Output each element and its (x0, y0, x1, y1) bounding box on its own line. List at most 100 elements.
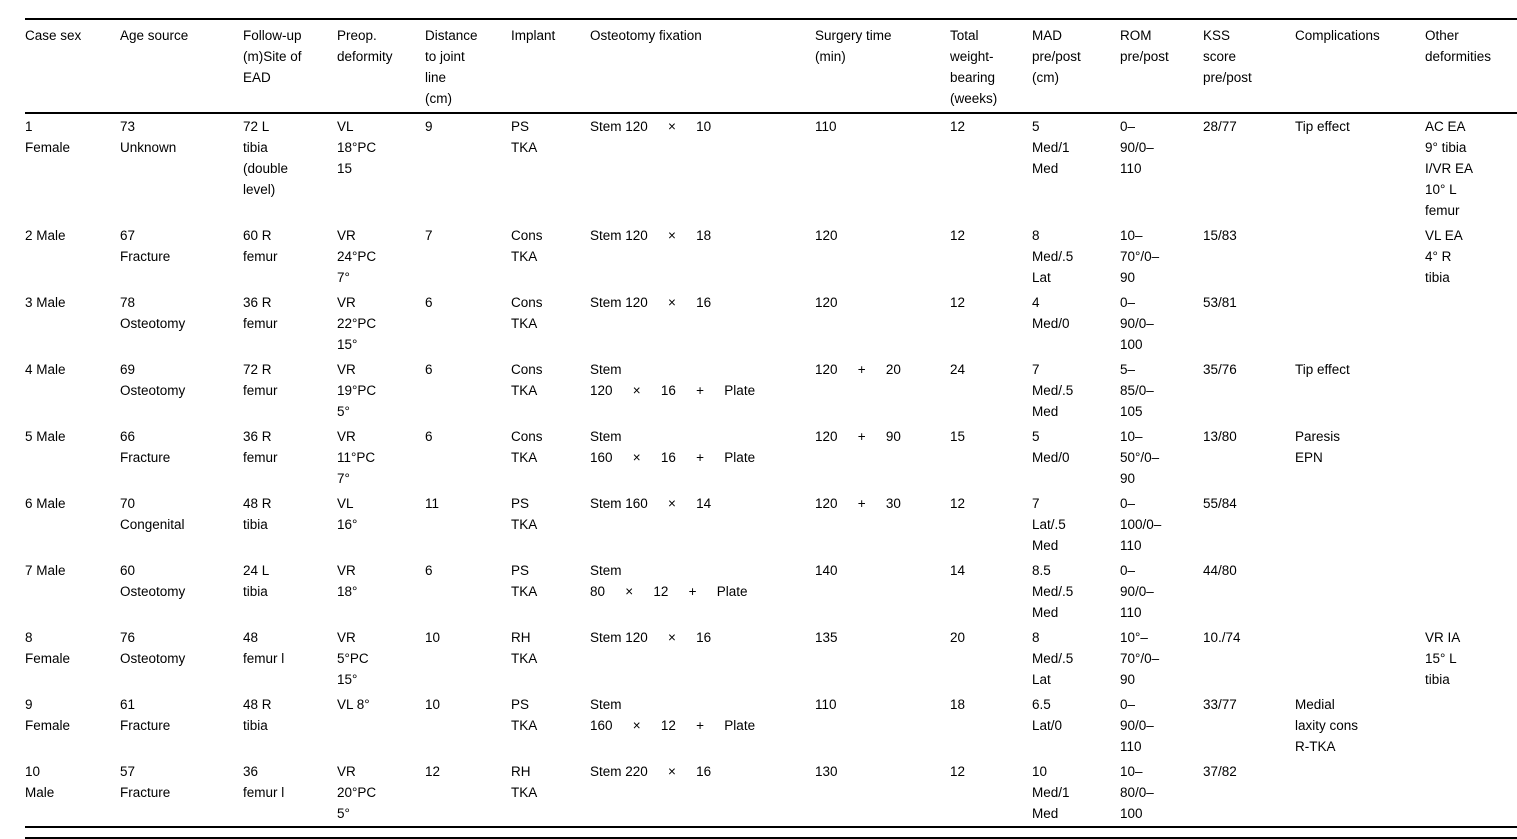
table-cell: Stem 120 × 16 (590, 295, 712, 310)
table-cell: 3 Male (25, 295, 66, 310)
table-cell: 72 R femur (243, 362, 278, 398)
table-cell: 6 (425, 362, 433, 377)
table-cell: 110 (815, 697, 837, 712)
table-cell: 5 Med/1 Med (1032, 119, 1070, 176)
table-cell: VR 18° (337, 563, 358, 599)
table-cell: 9 Female (25, 697, 71, 733)
table-cell: 6 (425, 563, 433, 578)
table-cell: 72 L tibia (double level) (243, 119, 289, 197)
table-row: 9 Female 61 Fracture 48 R tibia VL 8° 10 PS T… (25, 692, 1517, 759)
table-cell: 12 (950, 119, 966, 134)
table-cell: 36 R femur (243, 429, 278, 465)
table-cell: 120 + 30 (815, 496, 901, 511)
table-cell: VR 20°PC 5° (337, 764, 377, 821)
table-cell: 6 Male (25, 496, 66, 511)
table-row: 7 Male 60 Osteotomy 24 L tibia VR 18° 6 PS TK… (25, 558, 1517, 625)
table-cell: 15 (950, 429, 966, 444)
table-cell: VL 18°PC 15 (337, 119, 377, 176)
column-header: Case sex (25, 28, 82, 43)
table-cell (1425, 759, 1517, 827)
column-header: Follow-up (m)Site of EAD (243, 28, 302, 85)
table-cell: 9 (425, 119, 433, 134)
table-cell: 0– 90/0– 100 (1120, 295, 1154, 352)
table-cell: 76 Osteotomy (120, 630, 186, 666)
table-cell: 35/76 (1203, 362, 1237, 377)
table-cell: VR 11°PC 7° (337, 429, 376, 486)
table-cell: 37/82 (1203, 764, 1237, 779)
table-cell: 48 R tibia (243, 496, 272, 532)
table-header: Case sex Age source Follow-up (m)Site of E… (25, 19, 1517, 113)
table-cell: PS TKA (511, 496, 538, 532)
table-cell: 13/80 (1203, 429, 1237, 444)
table-cell: 5 Male (25, 429, 66, 444)
table-cell: 55/84 (1203, 496, 1237, 511)
table-cell: 6 (425, 429, 433, 444)
column-header: ROM pre/post (1120, 28, 1169, 64)
table-cell: Stem 120 × 10 (590, 119, 712, 134)
table-cell: 48 R tibia (243, 697, 272, 733)
table-cell: 24 (950, 362, 966, 377)
column-header: Preop. deformity (337, 28, 393, 64)
table-cell: VR 5°PC 15° (337, 630, 369, 687)
table-cell: VL 16° (337, 496, 358, 532)
table-cell (1425, 424, 1517, 491)
table-cell: 120 + 90 (815, 429, 901, 444)
table-cell: 57 Fracture (120, 764, 171, 800)
table-cell: 7 (425, 228, 433, 243)
table-cell: 10– 50°/0– 90 (1120, 429, 1160, 486)
table-cell: Stem 160 × 14 (590, 496, 712, 511)
table-cell: Medial laxity cons R-TKA (1295, 697, 1359, 754)
column-header: Complications (1295, 28, 1380, 43)
table-cell (1425, 357, 1517, 424)
table-cell (1425, 692, 1517, 759)
table-cell: Cons TKA (511, 295, 543, 331)
table-cell: 4 Med/0 (1032, 295, 1070, 331)
table-cell (1295, 759, 1425, 827)
table-cell: 7 Lat/.5 Med (1032, 496, 1066, 553)
table-cell: 10 Male (25, 764, 55, 800)
table-cell: Stem 120 × 18 (590, 228, 712, 243)
table-cell: 73 Unknown (120, 119, 177, 155)
table-cell: 10 Med/1 Med (1032, 764, 1070, 821)
table-cell: 120 (815, 295, 838, 310)
table-cell: 60 R femur (243, 228, 278, 264)
table-cell (1295, 290, 1425, 357)
table-cell: 12 (950, 295, 966, 310)
table-row: 5 Male 66 Fracture 36 R femur VR 11°PC 7° 6 C… (25, 424, 1517, 491)
table-cell (1295, 223, 1425, 290)
table-cell: 7 Male (25, 563, 66, 578)
table-cell: Stem 220 × 16 (590, 764, 712, 779)
column-header: Distance to joint line (cm) (425, 28, 478, 106)
table-cell: 140 (815, 563, 838, 578)
table-cell: 14 (950, 563, 966, 578)
table-cell (1425, 491, 1517, 558)
column-header: KSS score pre/post (1203, 28, 1252, 85)
table-cell: 12 (950, 764, 966, 779)
table-row: 3 Male 78 Osteotomy 36 R femur VR 22°PC 15°… (25, 290, 1517, 357)
column-header: Surgery time (min) (815, 28, 892, 64)
table-cell: Stem 160 × 12 + Plate (590, 697, 756, 733)
table-header-row: Case sex Age source Follow-up (m)Site of E… (25, 19, 1517, 113)
table-cell: 110 (815, 119, 837, 134)
table-row: 8 Female 76 Osteotomy 48 femur l VR 5°PC 15… (25, 625, 1517, 692)
table-cell: Tip effect (1295, 362, 1350, 377)
table-cell: Stem 80 × 12 + Plate (590, 563, 748, 599)
table-cell: 10 (425, 630, 441, 645)
table-cell: VR IA 15° L tibia (1425, 630, 1461, 687)
table-cell: Paresis EPN (1295, 429, 1341, 465)
table-cell: 12 (950, 228, 966, 243)
table-cell: 33/77 (1203, 697, 1237, 712)
table-cell: 10./74 (1203, 630, 1241, 645)
table-cell: 0– 90/0– 110 (1120, 563, 1154, 620)
table-cell: 1 Female (25, 119, 71, 155)
table-cell: 0– 90/0– 110 (1120, 697, 1154, 754)
table-cell (1425, 290, 1517, 357)
table-cell: Cons TKA (511, 228, 543, 264)
table-cell: 66 Fracture (120, 429, 171, 465)
table-cell: PS TKA (511, 119, 538, 155)
table-cell: 130 (815, 764, 838, 779)
table-cell: 18 (950, 697, 966, 712)
table-cell: 12 (425, 764, 441, 779)
table-cell: 10– 70°/0– 90 (1120, 228, 1160, 285)
table-cell (1295, 558, 1425, 625)
